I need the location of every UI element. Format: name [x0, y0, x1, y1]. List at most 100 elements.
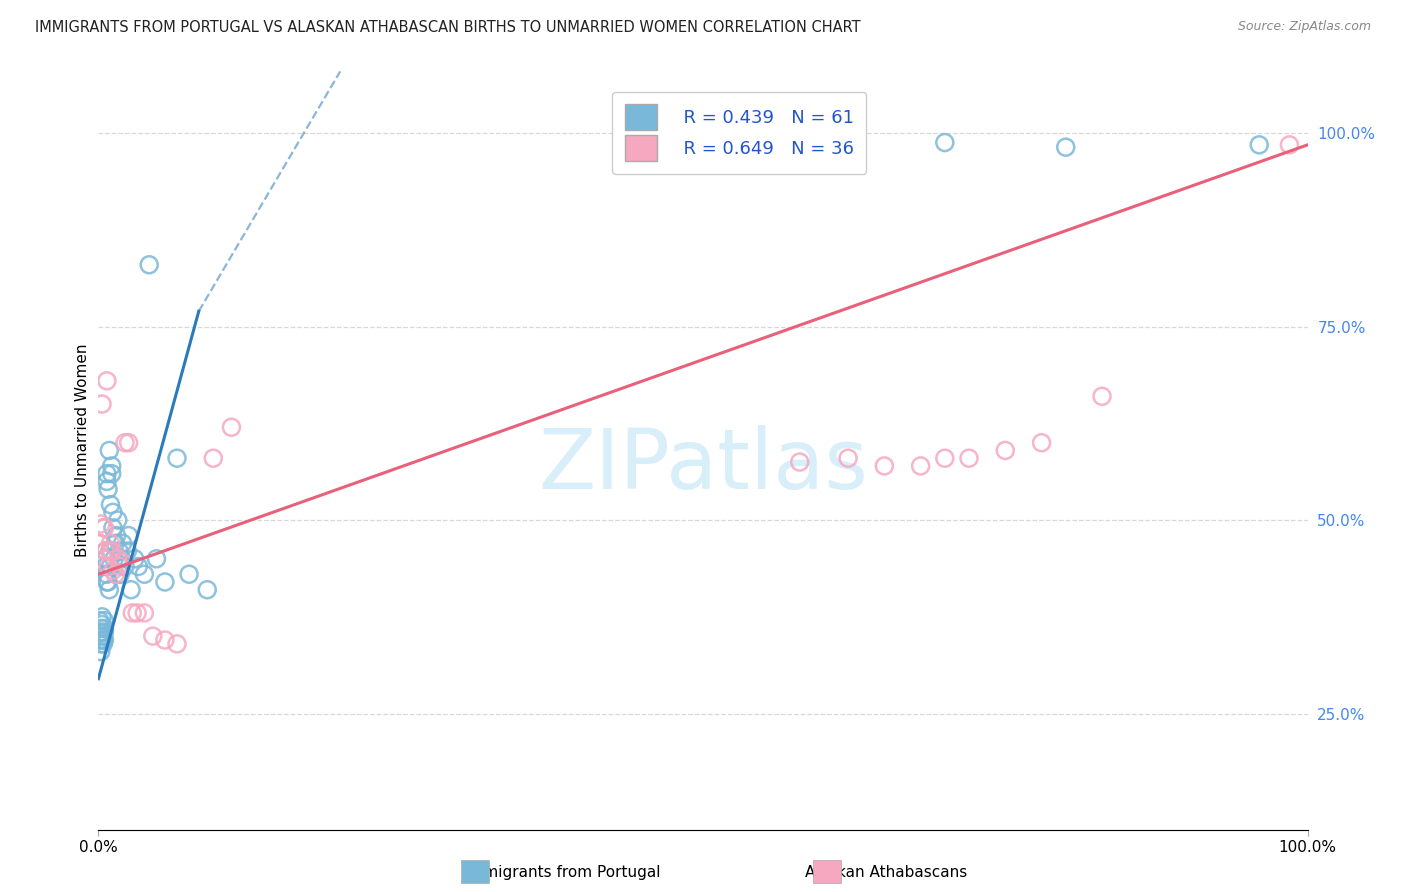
Point — [837, 451, 859, 466]
Point — [134, 567, 156, 582]
Point — [117, 544, 139, 558]
Point — [100, 559, 122, 574]
Point — [91, 609, 114, 624]
Point — [93, 633, 115, 648]
Point — [813, 137, 835, 152]
Point — [91, 617, 114, 632]
Point — [153, 574, 176, 589]
Point — [1091, 389, 1114, 403]
Point — [91, 637, 114, 651]
Point — [108, 567, 131, 582]
Point — [91, 633, 114, 648]
Point — [94, 559, 117, 574]
Point — [110, 551, 132, 566]
Point — [1054, 140, 1077, 154]
Point — [98, 443, 121, 458]
Point — [104, 567, 127, 582]
Point — [1249, 137, 1271, 152]
Text: IMMIGRANTS FROM PORTUGAL VS ALASKAN ATHABASCAN BIRTHS TO UNMARRIED WOMEN CORRELA: IMMIGRANTS FROM PORTUGAL VS ALASKAN ATHA… — [35, 20, 860, 35]
Point — [111, 556, 134, 570]
Point — [90, 621, 112, 635]
Point — [153, 633, 176, 648]
Point — [96, 574, 118, 589]
Point — [105, 528, 128, 542]
Point — [104, 536, 127, 550]
Point — [98, 544, 121, 558]
Point — [114, 559, 136, 574]
Point — [96, 467, 118, 481]
Point — [100, 536, 122, 550]
Point — [120, 582, 142, 597]
Point — [97, 574, 120, 589]
Text: Source: ZipAtlas.com: Source: ZipAtlas.com — [1237, 20, 1371, 33]
Point — [101, 563, 124, 577]
Point — [118, 435, 141, 450]
Point — [100, 498, 122, 512]
Point — [118, 528, 141, 542]
Point — [90, 516, 112, 531]
Point — [89, 625, 111, 640]
Text: Alaskan Athabascans: Alaskan Athabascans — [804, 865, 967, 880]
Point — [124, 551, 146, 566]
Point — [145, 551, 167, 566]
Point — [108, 559, 131, 574]
Point — [100, 467, 122, 481]
Point — [873, 458, 896, 473]
Point — [107, 513, 129, 527]
Point — [107, 551, 129, 566]
Point — [101, 505, 124, 519]
Point — [93, 521, 115, 535]
Point — [934, 451, 956, 466]
Point — [90, 645, 112, 659]
Point — [179, 567, 201, 582]
Point — [221, 420, 243, 434]
Text: Immigrants from Portugal: Immigrants from Portugal — [464, 865, 661, 880]
Point — [91, 397, 114, 411]
Point — [91, 629, 114, 643]
Point — [108, 544, 131, 558]
Point — [89, 633, 111, 648]
Point — [934, 136, 956, 150]
Point — [100, 458, 122, 473]
Point — [121, 606, 143, 620]
Point — [97, 482, 120, 496]
Y-axis label: Births to Unmarried Women: Births to Unmarried Women — [75, 343, 90, 558]
Point — [98, 582, 121, 597]
Point — [100, 544, 122, 558]
Legend:   R = 0.439   N = 61,   R = 0.649   N = 36: R = 0.439 N = 61, R = 0.649 N = 36 — [612, 92, 866, 174]
Point — [138, 258, 160, 272]
Point — [89, 536, 111, 550]
Point — [91, 625, 114, 640]
Point — [166, 451, 188, 466]
Point — [910, 458, 932, 473]
Point — [166, 637, 188, 651]
Point — [127, 606, 149, 620]
Text: ZIPatlas: ZIPatlas — [538, 425, 868, 506]
Point — [1031, 435, 1053, 450]
Point — [957, 451, 980, 466]
Point — [111, 536, 134, 550]
Point — [789, 455, 811, 469]
Point — [994, 443, 1017, 458]
Point — [96, 567, 118, 582]
Point — [96, 374, 118, 388]
Point — [90, 637, 112, 651]
Point — [89, 614, 111, 628]
Point — [142, 629, 165, 643]
Point — [100, 544, 122, 558]
Point — [134, 606, 156, 620]
Point — [101, 521, 124, 535]
Point — [103, 551, 125, 566]
Point — [96, 475, 118, 489]
Point — [202, 451, 225, 466]
Point — [97, 559, 120, 574]
Point — [94, 544, 117, 558]
Point — [94, 544, 117, 558]
Point — [195, 582, 218, 597]
Point — [127, 559, 149, 574]
Point — [91, 633, 114, 648]
Point — [114, 435, 136, 450]
Point — [93, 614, 115, 628]
Point — [93, 625, 115, 640]
Point — [93, 621, 115, 635]
